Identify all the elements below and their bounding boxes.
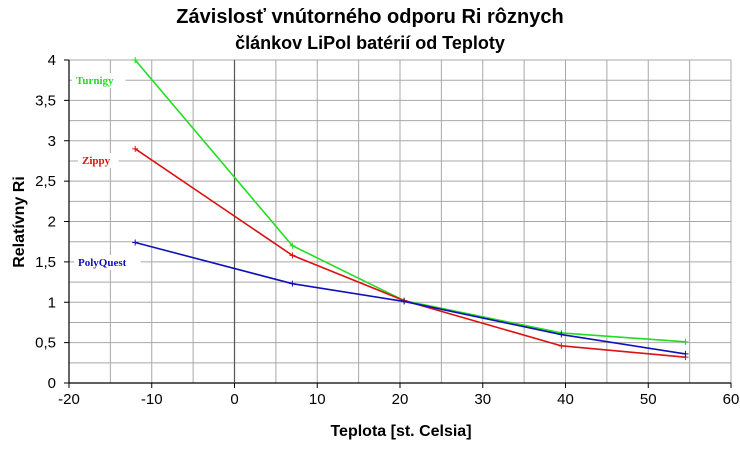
series-label-zippy: Zippy — [82, 155, 111, 167]
data-point — [289, 252, 296, 259]
data-point — [401, 298, 408, 305]
data-point — [558, 331, 565, 338]
x-tick-label: 10 — [309, 391, 326, 408]
series-label-bg — [78, 153, 119, 168]
data-point — [682, 338, 689, 345]
x-axis-title: Teplota [st. Celsia] — [330, 423, 471, 440]
series-labels: Turnigy Zippy PolyQuest — [72, 73, 141, 270]
y-tick-label: 1 — [48, 294, 56, 311]
series-label-polyquest: PolyQuest — [78, 257, 127, 269]
y-tick-label: 0 — [48, 375, 56, 392]
data-point — [289, 242, 296, 249]
y-tick-label: 2,5 — [35, 173, 56, 190]
y-tick-label: 3,5 — [35, 92, 56, 109]
data-point — [132, 239, 139, 246]
series-label-bg — [72, 73, 126, 88]
axes — [64, 59, 732, 388]
x-tick-label: 0 — [230, 391, 238, 408]
series-lines — [132, 57, 689, 361]
chart-title: Závislosť vnútorného odporu Ri rôznych — [176, 6, 564, 28]
y-tick-label: 4 — [48, 52, 56, 69]
data-point — [132, 145, 139, 152]
x-tick-label: 20 — [392, 391, 409, 408]
x-tick-label: -10 — [141, 391, 163, 408]
data-point — [132, 57, 139, 63]
series-label-bg — [74, 255, 141, 270]
y-tick-label: 1,5 — [35, 254, 56, 271]
chart-subtitle: článkov LiPol batérií od Teploty — [235, 33, 505, 53]
y-tick-label: 2 — [48, 214, 56, 231]
y-tick-label: 3 — [48, 133, 56, 150]
data-point — [682, 350, 689, 357]
data-point — [558, 342, 565, 349]
y-tick-label: 0,5 — [35, 335, 56, 352]
y-axis-title: Relatívny Ri — [11, 176, 28, 268]
series-label-turnigy: Turnigy — [76, 75, 114, 87]
data-point — [289, 280, 296, 287]
x-tick-label: 40 — [557, 391, 574, 408]
x-tick-label: 50 — [640, 391, 657, 408]
x-tick-label: -20 — [58, 391, 80, 408]
x-tick-label: 60 — [723, 391, 740, 408]
x-tick-label: 30 — [474, 391, 491, 408]
tick-labels: -20 -10 0 10 20 30 40 50 60 0 0,5 1 1,5 2 2,5 3 3,5 4 — [35, 52, 739, 408]
